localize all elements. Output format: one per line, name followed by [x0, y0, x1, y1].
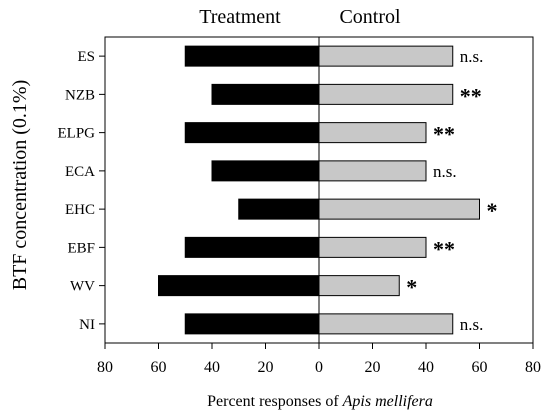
control-bar	[318, 160, 427, 182]
treatment-bar	[211, 83, 320, 105]
control-heading: Control	[339, 6, 401, 28]
y-axis-label: BTF concentration (0.1%)	[9, 80, 31, 291]
control-bar	[318, 83, 454, 105]
category-label: EHC	[65, 202, 95, 218]
category-label: WV	[70, 279, 95, 295]
significance-label: *	[487, 198, 498, 223]
treatment-heading: Treatment	[199, 6, 281, 28]
x-axis-label: Percent responses of Apis mellifera	[207, 393, 433, 410]
treatment-bar	[184, 45, 320, 67]
treatment-bar	[184, 236, 320, 258]
x-tick-label: 60	[472, 359, 488, 376]
significance-label: **	[433, 236, 455, 261]
control-bar	[318, 122, 427, 144]
significance-label: n.s.	[460, 47, 484, 66]
control-bar	[318, 313, 454, 335]
treatment-bar	[184, 313, 320, 335]
treatment-bar	[158, 275, 320, 297]
control-bar	[318, 45, 454, 67]
significance-label: **	[460, 83, 482, 108]
category-label: ECA	[65, 164, 95, 180]
category-label: ES	[77, 49, 95, 65]
treatment-bar	[211, 160, 320, 182]
x-tick-label: 20	[365, 359, 381, 376]
x-tick-label: 20	[258, 359, 274, 376]
category-label: ELPG	[58, 126, 96, 142]
x-axis-label-species: Apis mellifera	[342, 393, 433, 410]
x-tick-label: 40	[418, 359, 434, 376]
significance-label: n.s.	[460, 315, 484, 334]
control-bar	[318, 236, 427, 258]
control-bar	[318, 198, 480, 220]
category-label: EBF	[67, 240, 95, 256]
x-tick-label: 0	[315, 359, 323, 376]
category-label: NI	[79, 317, 95, 333]
treatment-bar	[184, 122, 320, 144]
x-tick-label: 40	[204, 359, 220, 376]
treatment-bar	[238, 198, 320, 220]
significance-label: *	[406, 275, 417, 300]
x-tick-label: 80	[525, 359, 541, 376]
significance-label: n.s.	[433, 162, 457, 181]
control-bar	[318, 275, 400, 297]
x-tick-label: 80	[97, 359, 113, 376]
category-label: NZB	[65, 87, 95, 103]
x-tick-label: 60	[151, 359, 167, 376]
significance-label: **	[433, 122, 455, 147]
x-axis-label-prefix: Percent responses of	[207, 393, 343, 410]
